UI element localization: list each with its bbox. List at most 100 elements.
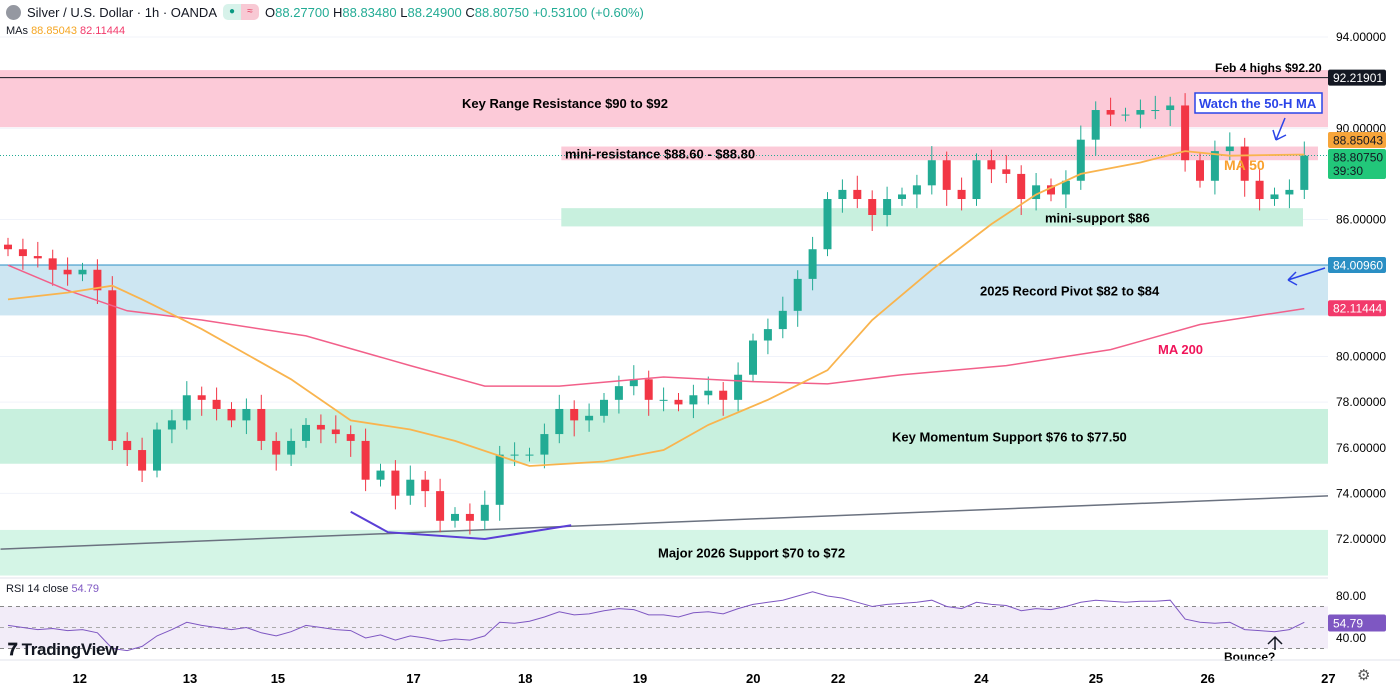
candle	[823, 192, 832, 257]
candle	[912, 174, 921, 209]
candle-body	[942, 160, 951, 190]
rsi-value: 54.79	[71, 583, 99, 595]
price-tag	[1328, 69, 1386, 86]
candle-body	[108, 290, 117, 441]
watch-box	[1194, 92, 1323, 114]
candle-body	[1151, 110, 1160, 112]
candle	[1151, 95, 1160, 120]
candle	[614, 375, 623, 414]
price-tick: 78.00000	[1336, 395, 1386, 409]
candle	[1300, 141, 1309, 200]
price-tick: 74.00000	[1336, 486, 1386, 500]
candle-body	[33, 256, 42, 259]
candle-body	[1106, 110, 1115, 115]
zone-label: mini-resistance $88.60 - $88.80	[565, 146, 755, 161]
candle	[1076, 125, 1085, 190]
candle-body	[1121, 114, 1130, 116]
candle-body	[197, 395, 206, 400]
candle-body	[78, 269, 87, 275]
mas-legend[interactable]: MAs 88.85043 82.11444	[6, 25, 125, 37]
candle-body	[704, 390, 713, 396]
candle	[808, 236, 817, 291]
candle	[302, 418, 310, 448]
time-tick: 20	[746, 671, 760, 686]
candle	[942, 151, 951, 206]
time-tick: 27	[1321, 671, 1335, 686]
price-tick: 94.00000	[1336, 30, 1386, 44]
price-tick: 76.00000	[1336, 441, 1386, 455]
candle	[1255, 168, 1264, 211]
candle	[1270, 187, 1279, 206]
candle-body	[1076, 139, 1085, 181]
candle	[1091, 101, 1100, 156]
settings-gear-icon[interactable]: ⚙	[1357, 667, 1371, 684]
candle-body	[465, 513, 474, 521]
approx-icon: ≈	[241, 4, 259, 20]
rsi-legend[interactable]: RSI 14 close 54.79	[6, 583, 99, 595]
candle	[436, 478, 445, 533]
candle	[1285, 179, 1294, 209]
candle	[1061, 170, 1070, 209]
candle	[287, 428, 296, 467]
ma200-annotation: MA 200	[1158, 342, 1203, 357]
candle-body	[510, 454, 519, 456]
candle	[257, 394, 266, 451]
candle	[793, 270, 802, 327]
tradingview-logo[interactable]: 𝟕 TradingView	[8, 640, 118, 660]
market-open-dot-icon: ●	[223, 4, 241, 20]
candle-body	[242, 408, 251, 421]
candle-body	[1047, 185, 1055, 195]
candle-body	[1091, 110, 1100, 140]
rounding-bottom-curve	[350, 510, 572, 541]
candle-body	[406, 479, 415, 496]
candle-body	[912, 185, 921, 195]
price-tick: 72.00000	[1336, 532, 1386, 546]
trendline	[0, 494, 1335, 550]
candle-body	[421, 479, 430, 492]
zone-2	[561, 208, 1303, 227]
low-value: 88.24900	[407, 4, 462, 20]
candle	[659, 387, 668, 412]
price-tag	[1328, 149, 1386, 179]
zone-label: Key Range Resistance $90 to $92	[462, 96, 668, 111]
candle	[153, 422, 161, 478]
candle	[868, 190, 877, 231]
close-value: 88.80750	[474, 4, 529, 20]
candle	[510, 442, 519, 467]
price-tag-label: 88.85043	[1333, 134, 1383, 148]
candle	[555, 394, 564, 444]
price-tag	[1328, 300, 1386, 317]
candle-body	[1270, 194, 1279, 200]
candle	[480, 490, 489, 530]
candle	[421, 471, 430, 508]
silver-symbol-icon	[6, 4, 21, 20]
time-tick: 25	[1089, 671, 1103, 686]
high-value: 88.83480	[342, 4, 397, 20]
candle-body	[1240, 146, 1249, 181]
time-tick: 18	[518, 671, 532, 686]
candle-body	[644, 379, 653, 400]
candle-body	[763, 329, 772, 341]
price-tag-label: 84.00960	[1333, 258, 1383, 272]
candle	[391, 460, 400, 510]
candle-body	[674, 399, 683, 405]
zone-label: mini-support $86	[1045, 210, 1150, 225]
candle-body	[838, 189, 847, 200]
candle-body	[525, 454, 534, 456]
candle	[63, 257, 72, 286]
candle	[987, 149, 996, 184]
candle	[138, 437, 147, 482]
zone-5	[0, 529, 1328, 576]
time-tick: 17	[406, 671, 420, 686]
candle	[451, 507, 459, 528]
candle-body	[972, 160, 981, 200]
price-tag	[1328, 256, 1386, 273]
status-badge[interactable]: ● ≈	[223, 4, 259, 20]
candle	[242, 398, 251, 435]
symbol-title[interactable]: Silver / U.S. Dollar · 1h · OANDA	[27, 4, 217, 20]
rsi-tag	[1328, 614, 1386, 632]
candle	[585, 403, 594, 432]
candle-body	[898, 194, 906, 200]
logo-text: TradingView	[21, 640, 119, 659]
